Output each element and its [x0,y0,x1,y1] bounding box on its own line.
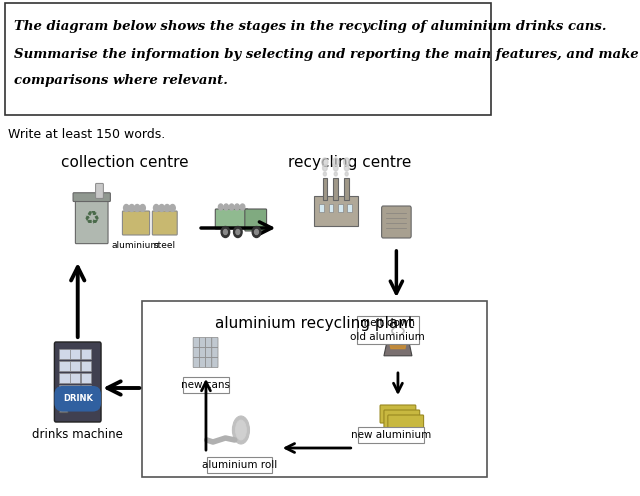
Text: aluminium recycling plant: aluminium recycling plant [214,316,413,331]
FancyBboxPatch shape [60,372,70,382]
FancyBboxPatch shape [81,372,92,382]
FancyBboxPatch shape [333,178,338,200]
FancyBboxPatch shape [358,427,424,443]
FancyBboxPatch shape [193,358,199,368]
FancyBboxPatch shape [193,337,199,348]
FancyBboxPatch shape [70,349,81,359]
FancyBboxPatch shape [122,211,150,235]
Circle shape [240,204,245,210]
Circle shape [333,165,338,171]
FancyBboxPatch shape [356,316,419,344]
FancyBboxPatch shape [215,209,248,229]
FancyBboxPatch shape [338,204,343,212]
FancyBboxPatch shape [60,406,68,413]
FancyBboxPatch shape [81,349,92,359]
FancyBboxPatch shape [152,211,177,235]
Polygon shape [384,336,412,356]
FancyBboxPatch shape [323,178,327,200]
FancyBboxPatch shape [60,349,70,359]
Circle shape [223,230,227,235]
FancyBboxPatch shape [344,178,349,200]
FancyBboxPatch shape [380,405,416,423]
FancyBboxPatch shape [212,337,218,348]
FancyBboxPatch shape [70,361,81,371]
Circle shape [252,227,260,238]
Text: collection centre: collection centre [61,155,188,170]
Polygon shape [389,338,407,349]
Text: The diagram below shows the stages in the recycling of aluminium drinks cans.: The diagram below shows the stages in th… [14,20,607,33]
Circle shape [344,158,349,166]
FancyBboxPatch shape [329,204,333,212]
Circle shape [345,172,348,176]
Text: drinks machine: drinks machine [32,428,123,441]
Circle shape [229,204,234,210]
FancyBboxPatch shape [142,301,487,477]
Circle shape [170,204,175,211]
Text: new aluminium: new aluminium [351,430,431,440]
FancyBboxPatch shape [212,358,218,368]
Circle shape [124,204,129,211]
FancyBboxPatch shape [60,384,70,394]
Circle shape [154,204,159,211]
Circle shape [234,227,242,238]
Circle shape [129,204,134,211]
Text: melt down
old aluminium: melt down old aluminium [351,318,425,342]
Text: aluminium: aluminium [112,241,160,250]
Circle shape [159,204,164,211]
Circle shape [255,230,259,235]
FancyBboxPatch shape [207,457,272,473]
FancyBboxPatch shape [205,348,212,358]
Circle shape [164,204,170,211]
FancyBboxPatch shape [314,196,358,226]
Text: aluminium roll: aluminium roll [202,460,277,470]
FancyBboxPatch shape [70,372,81,382]
FancyBboxPatch shape [348,204,352,212]
FancyBboxPatch shape [73,193,110,201]
Circle shape [333,158,339,166]
FancyBboxPatch shape [70,384,81,394]
Circle shape [218,204,223,210]
Text: Write at least 150 words.: Write at least 150 words. [8,128,165,141]
Circle shape [344,165,349,171]
Text: Summarise the information by selecting and reporting the main features, and make: Summarise the information by selecting a… [14,48,639,61]
FancyBboxPatch shape [4,3,492,115]
Circle shape [334,172,337,176]
Circle shape [224,204,228,210]
FancyBboxPatch shape [81,384,92,394]
Circle shape [140,204,145,211]
FancyBboxPatch shape [76,199,108,244]
FancyBboxPatch shape [199,337,205,348]
FancyBboxPatch shape [212,348,218,358]
Circle shape [235,204,239,210]
Text: comparisons where relevant.: comparisons where relevant. [14,74,228,87]
Circle shape [323,172,326,176]
Text: new cans: new cans [182,380,230,390]
Circle shape [322,158,328,166]
Circle shape [323,165,327,171]
FancyBboxPatch shape [193,348,199,358]
FancyBboxPatch shape [54,342,101,422]
Text: steel: steel [154,241,176,250]
Ellipse shape [236,420,246,440]
Text: ♻: ♻ [84,211,100,229]
Text: recycling centre: recycling centre [288,155,412,170]
Circle shape [134,204,140,211]
FancyBboxPatch shape [245,209,267,231]
FancyBboxPatch shape [205,337,212,348]
FancyBboxPatch shape [95,184,104,198]
FancyBboxPatch shape [388,415,424,433]
Circle shape [236,230,240,235]
FancyBboxPatch shape [199,348,205,358]
FancyBboxPatch shape [184,377,228,393]
FancyBboxPatch shape [384,410,420,428]
FancyBboxPatch shape [199,358,205,368]
Ellipse shape [232,416,250,444]
Text: DRINK: DRINK [63,394,93,403]
FancyBboxPatch shape [81,361,92,371]
FancyBboxPatch shape [381,206,411,238]
FancyBboxPatch shape [205,358,212,368]
FancyBboxPatch shape [319,204,324,212]
FancyBboxPatch shape [60,361,70,371]
Circle shape [221,227,230,238]
